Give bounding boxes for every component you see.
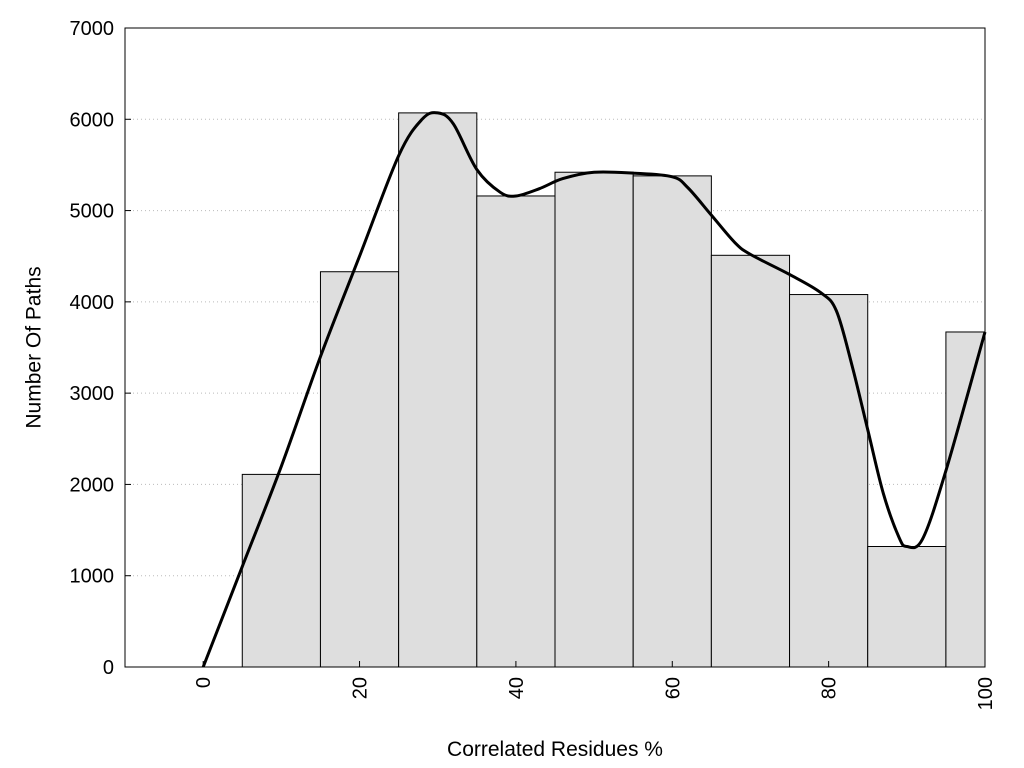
y-tick-label: 7000 [70, 18, 115, 40]
histogram-bar [632, 175, 712, 668]
histogram-bar [398, 112, 478, 668]
y-tick-label: 5000 [70, 201, 115, 223]
axis-ticks: 0 1000 2000 3000 4000 5000 6000 7000 0 20 40 60 80 10… [70, 18, 998, 710]
histogram-bar [867, 546, 947, 668]
histogram-bar [554, 171, 634, 668]
histogram-bar [789, 294, 869, 668]
histogram-bar [319, 271, 400, 668]
y-tick-label: 2000 [70, 474, 115, 496]
y-axis-label: Number Of Paths [22, 266, 45, 428]
x-tick-label: 100 [975, 677, 997, 710]
y-tick-label: 3000 [70, 383, 115, 405]
histogram-bar [241, 473, 321, 668]
density-curve-line [201, 111, 987, 668]
y-tick-label: 6000 [70, 109, 115, 131]
x-tick-label: 0 [193, 677, 215, 688]
histogram-bars [241, 112, 986, 668]
histogram-bar [945, 331, 986, 668]
x-axis-label: Correlated Residues % [447, 738, 663, 761]
x-tick-label: 60 [662, 677, 684, 699]
histogram-bar [710, 254, 791, 668]
x-tick-label: 80 [819, 677, 841, 699]
histogram-bar [476, 195, 556, 668]
y-tick-label: 1000 [70, 566, 115, 588]
y-tick-label: 4000 [70, 292, 115, 314]
x-tick-label: 20 [350, 677, 372, 699]
plot-frame [124, 27, 986, 668]
y-tick-label: 0 [103, 657, 114, 679]
x-tick-label: 40 [506, 677, 528, 699]
density-curve [201, 111, 987, 668]
